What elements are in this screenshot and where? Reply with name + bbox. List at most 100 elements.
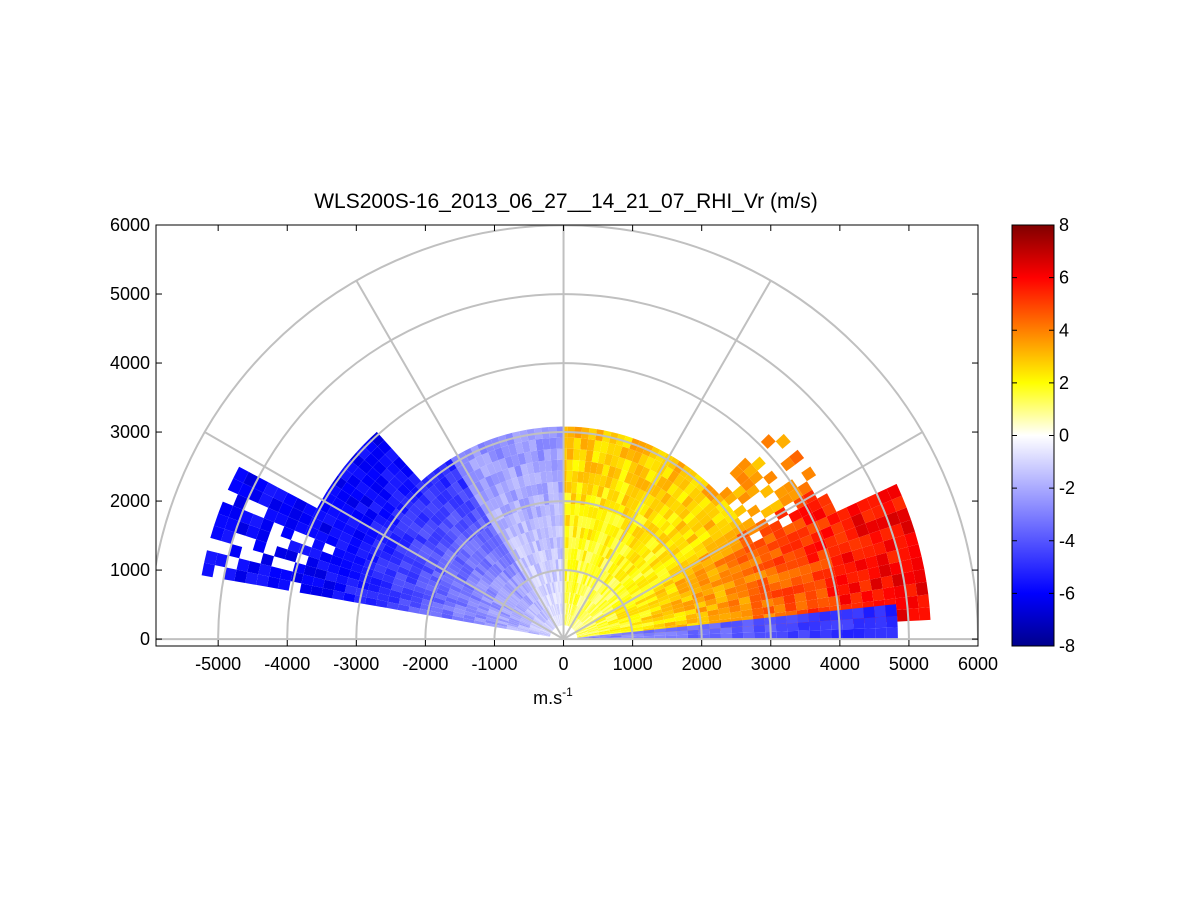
velocity-cell [513, 535, 522, 548]
velocity-cell [488, 609, 500, 616]
colorbar-tick-label: 2 [1059, 373, 1069, 393]
velocity-cell [624, 600, 635, 608]
velocity-cell [576, 631, 588, 636]
velocity-cell [590, 565, 598, 577]
velocity-cell [530, 624, 541, 630]
velocity-cell [524, 580, 533, 591]
velocity-cell [546, 595, 552, 606]
velocity-cell [808, 621, 821, 631]
velocity-cell [612, 582, 623, 592]
velocity-cell [442, 604, 455, 612]
velocity-cell [468, 483, 480, 497]
velocity-cell [441, 489, 453, 502]
velocity-cell [538, 612, 547, 622]
velocity-cell [576, 526, 582, 539]
velocity-cell [544, 622, 554, 631]
velocity-cell [317, 499, 332, 514]
velocity-cell [524, 531, 532, 544]
velocity-cell [494, 447, 505, 461]
velocity-cell [882, 586, 896, 600]
velocity-cell [565, 614, 568, 626]
velocity-cell [885, 604, 898, 617]
velocity-cell [528, 530, 536, 542]
velocity-cell [549, 571, 554, 583]
velocity-cell [501, 445, 511, 458]
velocity-cell [512, 561, 522, 573]
velocity-cell [469, 572, 481, 582]
velocity-cell [620, 481, 630, 495]
velocity-cell [560, 614, 563, 626]
velocity-cell [590, 608, 600, 617]
velocity-cell [902, 571, 916, 586]
velocity-cell [446, 567, 459, 577]
velocity-cell [375, 474, 389, 489]
velocity-cell [708, 573, 721, 583]
velocity-cell [820, 525, 835, 540]
velocity-cell [550, 548, 556, 560]
velocity-cell [463, 562, 475, 573]
velocity-cell [580, 585, 587, 596]
velocity-cell [557, 592, 560, 604]
x-tick-label: 6000 [958, 654, 998, 674]
velocity-cell [373, 514, 388, 527]
velocity-cell [474, 617, 486, 623]
velocity-cell [634, 528, 645, 540]
velocity-cell [853, 628, 865, 640]
velocity-cell [592, 610, 602, 619]
velocity-cell [591, 484, 599, 497]
velocity-cell [528, 473, 537, 486]
velocity-cell [796, 525, 811, 539]
velocity-cell [487, 568, 498, 579]
velocity-cell [729, 465, 744, 480]
velocity-cell [641, 618, 654, 624]
velocity-cell [781, 586, 795, 597]
velocity-cell [599, 475, 608, 488]
velocity-cell [490, 604, 502, 611]
velocity-cell [567, 592, 571, 604]
velocity-cell [569, 616, 575, 627]
velocity-cell [577, 583, 583, 595]
velocity-cell [677, 540, 690, 551]
velocity-cell [638, 561, 649, 573]
velocity-cell [809, 630, 821, 640]
velocity-cell [680, 544, 693, 556]
velocity-cell [520, 618, 532, 625]
velocity-cell [720, 633, 733, 640]
velocity-cell [418, 528, 431, 541]
velocity-cell [495, 594, 507, 603]
velocity-cell [328, 526, 343, 540]
velocity-cell [595, 463, 604, 475]
velocity-cell [441, 613, 453, 620]
velocity-cell [517, 586, 527, 596]
velocity-cell [844, 527, 859, 542]
velocity-cell [629, 473, 640, 487]
velocity-cell [662, 557, 675, 568]
chart-title: WLS200S-16_2013_06_27__14_21_07_RHI_Vr (… [314, 190, 818, 213]
velocity-cell [445, 549, 457, 560]
velocity-cell [559, 614, 562, 626]
velocity-cell [666, 483, 679, 496]
velocity-cell [893, 585, 907, 599]
velocity-cell [775, 433, 791, 449]
velocity-cell [448, 497, 460, 511]
velocity-cell [507, 565, 517, 576]
velocity-cell [632, 633, 644, 637]
velocity-cell [572, 526, 578, 538]
velocity-cell [412, 590, 425, 599]
velocity-cell [485, 619, 497, 625]
velocity-cell [575, 594, 581, 606]
velocity-cell [733, 577, 746, 587]
velocity-cell [711, 512, 725, 525]
velocity-cell [609, 597, 621, 606]
velocity-cell [574, 504, 580, 516]
velocity-cell [491, 580, 503, 590]
velocity-cell [545, 621, 554, 630]
velocity-cell [848, 537, 863, 552]
velocity-cell [529, 626, 541, 632]
velocity-cell [487, 611, 499, 618]
velocity-cell [822, 502, 837, 517]
velocity-cell [311, 538, 326, 552]
velocity-cell [343, 592, 356, 603]
velocity-cell [645, 469, 656, 483]
velocity-cell [671, 551, 684, 562]
